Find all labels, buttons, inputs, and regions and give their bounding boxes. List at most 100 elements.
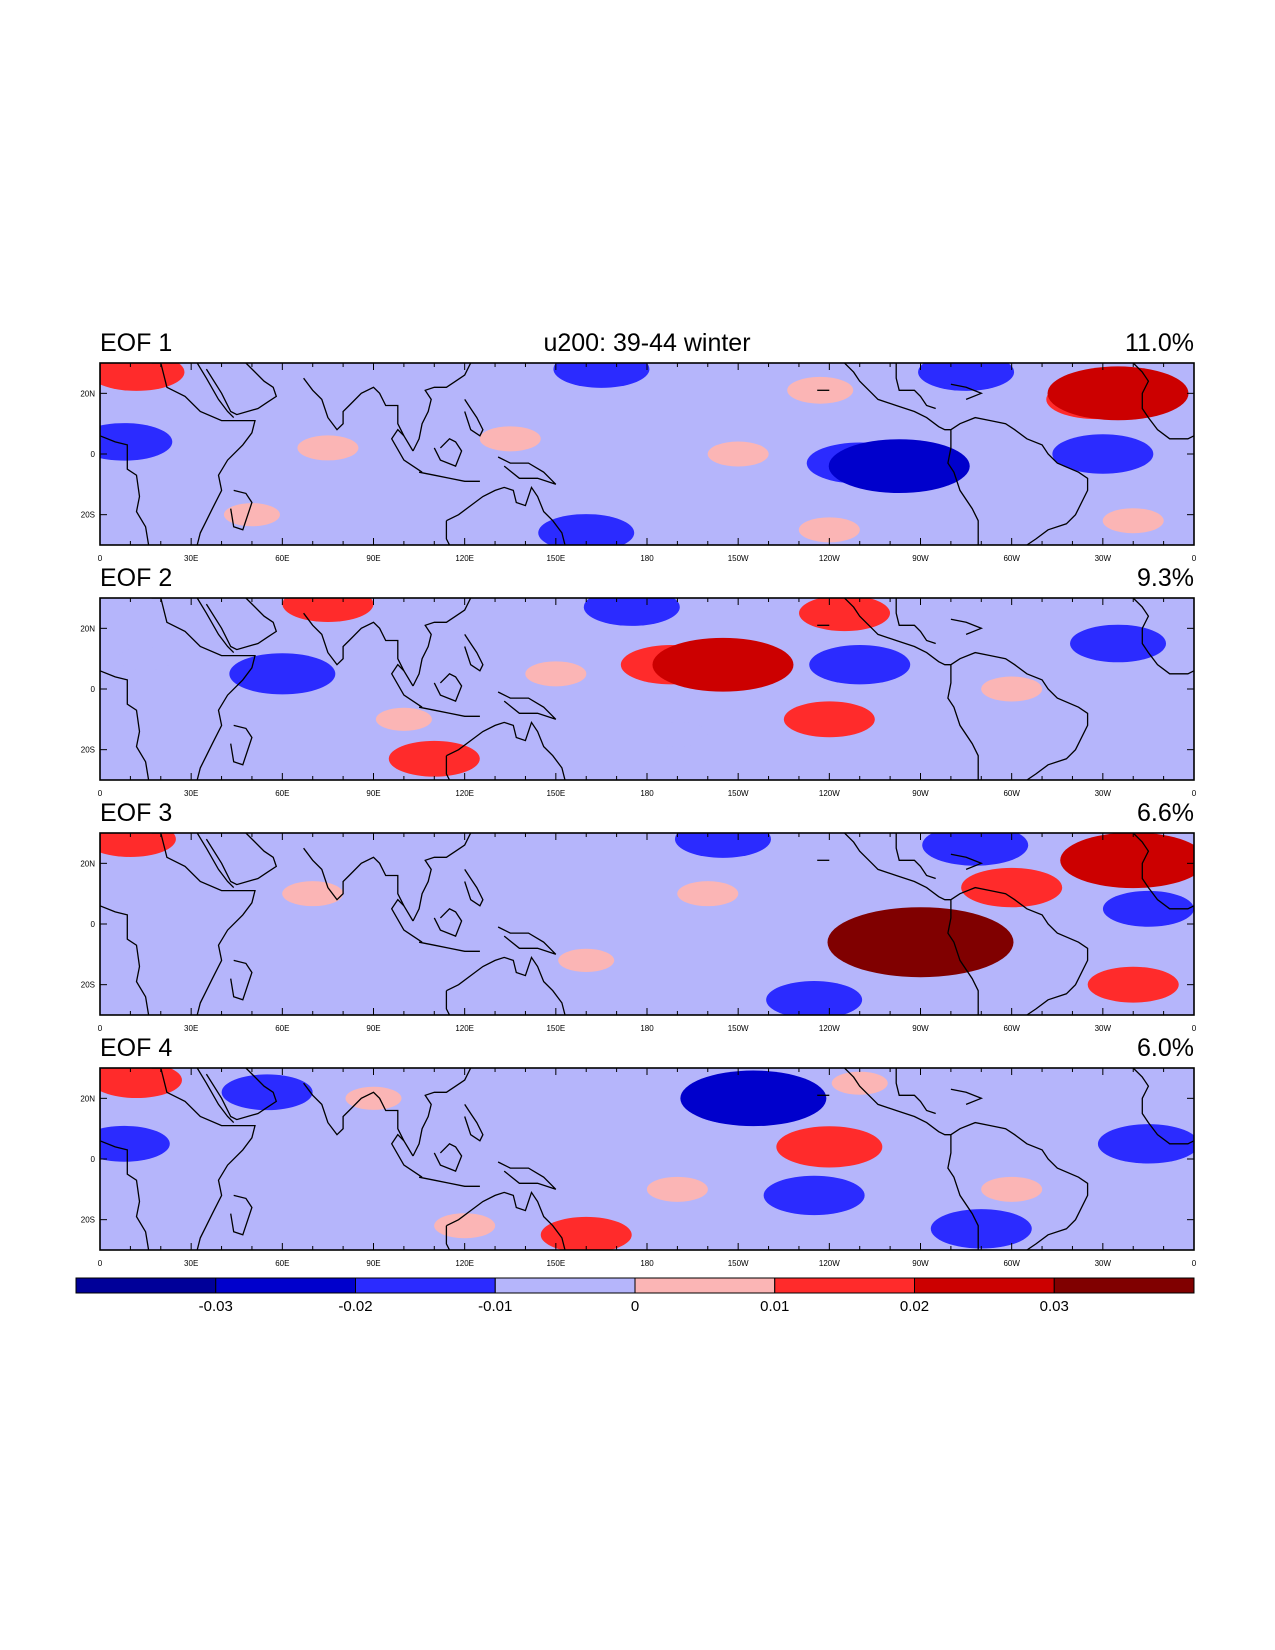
coastline-3 [205,363,278,416]
panel-label: EOF 1 [100,329,173,357]
coastline-4 [303,847,414,922]
anomaly-region-3 [479,426,541,452]
coastline-3 [205,598,278,651]
anomaly-region-13 [117,647,174,671]
lon-tick-label: 30E [184,554,198,563]
coastline-2 [196,363,235,419]
colorbar-swatch [634,1277,776,1294]
coastline-3 [205,833,278,886]
colorbar-label: -0.02 [338,1298,372,1315]
coastline-5 [390,898,423,943]
coastline-11 [445,755,451,780]
anomaly-region-4 [553,363,650,388]
colorbar: -0.03 -0.02 -0.01 0 0.01 0.02 0.03 [75,1277,1195,1315]
background-field [100,363,1194,545]
coastline-9 [464,634,484,672]
coastline-12 [446,1190,566,1250]
lon-tick-label: 180 [640,1259,654,1268]
anomaly-region-5 [1097,1124,1194,1164]
anomaly-region-2 [776,1126,883,1168]
lon-tick-label: 120E [455,554,474,563]
coastline-6 [412,1068,472,1157]
coastline-8 [433,673,463,702]
coastline-10 [497,691,557,720]
lat-tick-label: 20N [80,859,95,868]
coastline-13 [230,1194,253,1236]
coastline-8 [433,1143,463,1172]
coastline-8 [433,438,463,467]
lon-tick-label: 150W [728,554,749,563]
colorbar-swatch [494,1277,636,1294]
lon-tick-label: 150E [546,554,565,563]
lon-tick-label: 60W [1003,1024,1020,1033]
coastline-5 [390,663,423,708]
coastline-18 [950,383,984,401]
anomaly-region-2 [922,833,1029,866]
coastlines [100,833,1194,1015]
coastline-4 [303,377,414,452]
anomaly-region-11 [981,676,1043,702]
anomaly-region-4 [930,1209,1032,1249]
anomaly-field [100,1068,1194,1250]
coastline-16 [950,1121,1089,1250]
anomaly-region-9 [1102,890,1194,927]
lon-tick-label: 0 [1192,1024,1197,1033]
coastline-1 [100,363,150,545]
coastline-11 [445,1225,451,1250]
coastline-19 [1132,598,1194,675]
lon-tick-label: 120W [819,789,840,798]
variance-label: 6.6% [1137,799,1194,827]
colorbar-swatch [215,1277,356,1294]
coastline-12 [446,720,566,780]
colorbar-label: 0 [631,1298,639,1315]
lon-tick-label: 60E [275,1259,289,1268]
coastline-8 [433,908,463,937]
coastlines [100,363,1194,545]
anomaly-region-11 [1047,366,1189,421]
lon-tick-label: 90W [912,789,929,798]
coastline-10 [497,456,557,485]
anomaly-region-9 [100,1125,170,1162]
coastline-6 [412,598,472,687]
anomaly-region-14 [646,722,708,747]
anomaly-region-10 [434,1213,496,1239]
coastline-16 [950,416,1089,545]
coastline-17 [947,664,979,780]
colorbar-label: 0.01 [760,1298,789,1315]
coastline-3 [205,1068,278,1121]
colorbar-swatch [75,1277,217,1294]
coastline-18 [950,1088,984,1106]
coastline-10 [497,1161,557,1190]
anomaly-region-12 [981,1176,1043,1202]
colorbar-swatch [1053,1277,1195,1294]
colorbar-swatch [774,1277,915,1294]
coastline-12 [446,955,566,1015]
coastline-13 [230,959,253,1001]
variance-label: 11.0% [1124,329,1194,357]
coastline-2 [196,1068,235,1124]
coastline-0 [151,1068,256,1250]
coastline-7 [418,471,480,482]
lon-tick-label: 180 [640,554,654,563]
anomaly-region-13 [282,881,344,907]
lon-tick-label: 0 [98,554,103,563]
lon-tick-label: 0 [1192,1259,1197,1268]
lon-tick-label: 0 [98,1259,103,1268]
anomaly-region-8 [1060,833,1194,889]
anomaly-region-0 [229,653,336,695]
coastline-6 [412,833,472,922]
colorbar-label: -0.01 [478,1298,512,1315]
anomaly-region-5 [783,701,875,738]
coastline-12 [446,485,566,545]
anomaly-region-7 [809,645,911,685]
anomaly-region-15 [1102,508,1164,534]
lat-tick-label: 20N [80,1094,95,1103]
lon-tick-label: 60W [1003,789,1020,798]
lat-tick-label: 0 [91,685,96,694]
anomaly-region-0 [100,833,176,857]
anomaly-region-1 [680,1070,827,1127]
anomaly-region-14 [831,1071,888,1095]
lon-tick-label: 120W [819,1259,840,1268]
anomaly-region-10 [1087,966,1179,1003]
coastline-15 [895,833,936,880]
